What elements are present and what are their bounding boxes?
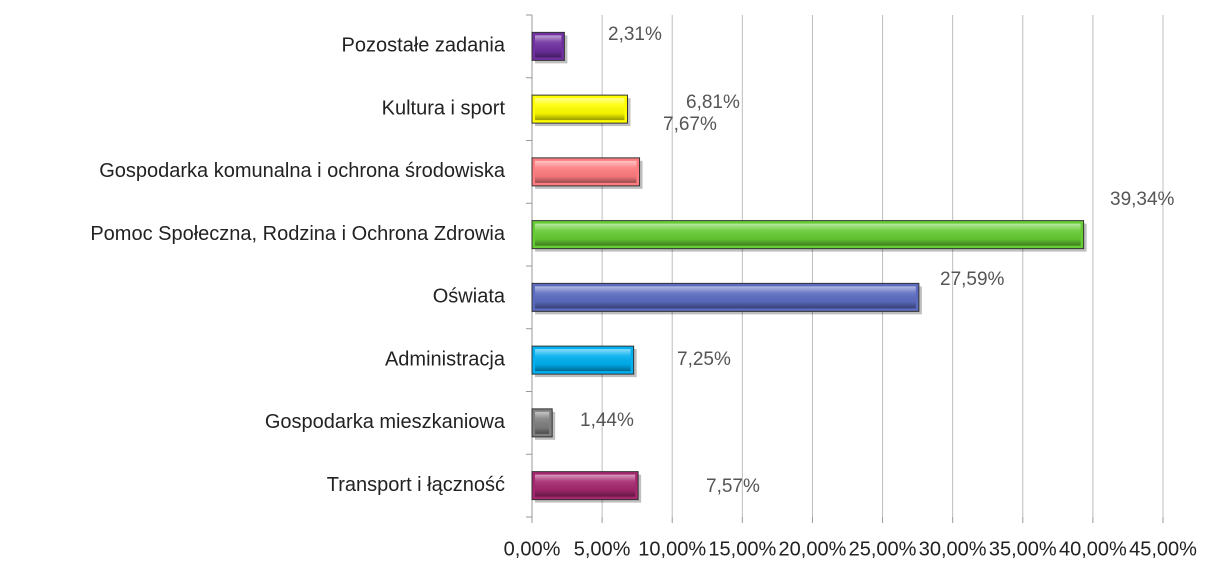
bar-shine (535, 349, 631, 372)
value-label: 7,67% (663, 114, 717, 135)
y-tick-label: Pozostałe zadania (342, 35, 506, 57)
bar-shine (535, 98, 625, 121)
value-label: 6,81% (686, 92, 740, 113)
y-tick-label: Gospodarka mieszkaniowa (265, 411, 506, 433)
y-tick-label: Administracja (385, 348, 506, 370)
bar-shine (535, 286, 916, 309)
x-tick-label: 30,00% (919, 538, 987, 560)
value-label: 7,57% (706, 476, 760, 497)
bar-shine (535, 474, 636, 497)
bar-shine (535, 411, 550, 434)
y-tick-label: Transport i łączność (327, 474, 505, 496)
x-tick-label: 0,00% (504, 538, 561, 560)
x-tick-label: 40,00% (1059, 538, 1127, 560)
bar-shine (535, 35, 562, 58)
bar-shine (535, 223, 1081, 246)
x-tick-label: 15,00% (708, 538, 776, 560)
x-tick-label: 25,00% (849, 538, 917, 560)
value-label: 7,25% (677, 349, 731, 370)
x-tick-label: 5,00% (574, 538, 631, 560)
y-tick-label: Kultura i sport (382, 97, 506, 119)
x-tick-label: 45,00% (1129, 538, 1197, 560)
value-label: 2,31% (608, 24, 662, 45)
y-tick-label: Oświata (433, 286, 506, 308)
x-tick-label: 35,00% (989, 538, 1057, 560)
value-label: 39,34% (1110, 189, 1175, 210)
x-tick-label: 20,00% (779, 538, 847, 560)
y-tick-label: Pomoc Społeczna, Rodzina i Ochrona Zdrow… (90, 223, 506, 245)
x-tick-label: 10,00% (638, 538, 706, 560)
bar-shine (535, 160, 637, 183)
y-tick-label: Gospodarka komunalna i ochrona środowisk… (99, 160, 506, 182)
value-label: 1,44% (580, 410, 634, 431)
value-label: 27,59% (940, 269, 1005, 290)
